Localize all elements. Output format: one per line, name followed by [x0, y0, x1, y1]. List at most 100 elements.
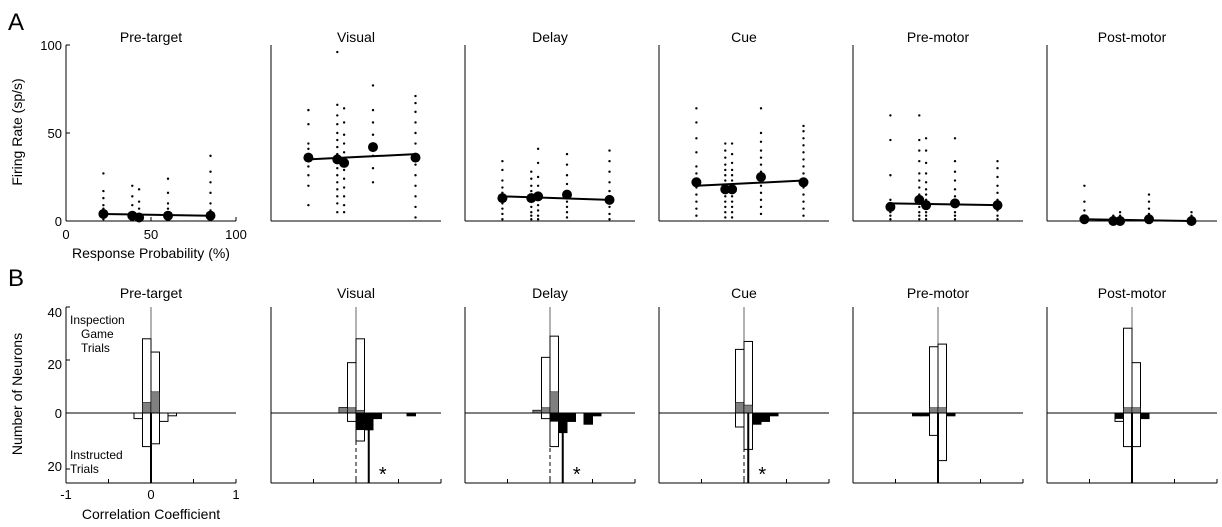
- trial-dot: [414, 174, 417, 177]
- trial-dot: [565, 163, 569, 166]
- panel-a-title: Delay: [532, 29, 568, 45]
- histogram-bar-inspection: [541, 356, 551, 414]
- trial-dot: [695, 200, 698, 203]
- trial-dot: [501, 207, 504, 210]
- mean-point: [1115, 216, 1126, 226]
- trial-dot: [209, 202, 212, 205]
- trial-dot: [924, 188, 928, 191]
- histogram-bar-instructed: [929, 412, 939, 436]
- trial-dot: [530, 211, 533, 214]
- trial-dot: [608, 212, 611, 216]
- trial-dot: [953, 214, 957, 217]
- trial-dot: [371, 181, 375, 184]
- trial-dot: [889, 174, 892, 177]
- trial-dot: [336, 211, 339, 214]
- trial-dot: [166, 177, 170, 180]
- mean-point: [1079, 214, 1090, 225]
- regression-line: [696, 179, 804, 187]
- trial-dot: [307, 174, 310, 177]
- histogram-bar-instructed: [1123, 412, 1133, 448]
- a-y-tick: 100: [40, 38, 62, 53]
- trial-dot: [759, 205, 763, 209]
- trial-dot: [996, 218, 999, 221]
- histogram-bar-inspection-significant: [347, 407, 357, 414]
- trial-dot: [501, 218, 504, 221]
- trial-dot: [307, 203, 310, 207]
- trial-dot: [565, 211, 569, 214]
- histogram-bar-instructed: [735, 412, 745, 428]
- trial-dot: [918, 149, 921, 152]
- trial-dot: [342, 142, 346, 145]
- trial-dot: [730, 216, 734, 219]
- trial-dot: [530, 170, 533, 173]
- histogram-bar-inspection-significant: [743, 404, 753, 414]
- trial-dot: [730, 205, 734, 209]
- trial-dot: [802, 144, 805, 147]
- panel-b-4: Cue *: [658, 285, 830, 486]
- histogram-bar-inspection-significant: [1123, 407, 1133, 414]
- trial-dot: [724, 163, 727, 166]
- trial-dot: [724, 211, 727, 214]
- trial-dot: [1147, 193, 1151, 196]
- trial-dot: [730, 168, 734, 172]
- panel-a-title: Pre-target: [120, 29, 182, 45]
- trial-dot: [730, 200, 734, 203]
- panel-b-1: Pre-target: [65, 285, 237, 484]
- histogram-bar-instructed: [159, 412, 169, 422]
- trial-dot: [1083, 184, 1086, 187]
- trial-dot: [536, 203, 540, 207]
- trial-dot: [336, 174, 339, 177]
- a-y-tick: 0: [55, 214, 62, 229]
- trial-dot: [759, 140, 763, 143]
- b-y-tick: 40: [48, 305, 62, 320]
- instructed-label-line2: Trials: [70, 462, 99, 476]
- trial-dot: [953, 179, 957, 182]
- trial-dot: [307, 184, 310, 187]
- b-y-axis-label: Number of Neurons: [9, 333, 25, 455]
- trial-dot: [918, 159, 921, 163]
- trial-dot: [889, 138, 892, 142]
- trial-dot: [102, 172, 105, 175]
- trial-dot: [209, 181, 212, 184]
- panel-b-5: Pre-motor: [852, 285, 1024, 484]
- trial-dot: [414, 94, 417, 98]
- trial-dot: [536, 214, 540, 217]
- trial-dot: [414, 195, 417, 198]
- trial-dot: [336, 123, 339, 126]
- trial-dot: [802, 158, 805, 161]
- panel-b-title: Visual: [337, 285, 375, 301]
- trial-dot: [802, 165, 805, 168]
- histogram-bar-inspection-significant: [937, 407, 947, 414]
- histogram-bar-inspection: [1123, 327, 1133, 414]
- trial-dot: [924, 172, 928, 175]
- histogram-bar-inspection: [743, 340, 753, 414]
- mean-point: [339, 157, 350, 168]
- trial-dot: [724, 205, 727, 209]
- trial-dot: [565, 174, 569, 177]
- trial-dot: [608, 170, 611, 173]
- trial-dot: [730, 179, 734, 182]
- histogram-bar-instructed-significant: [1114, 412, 1124, 419]
- trial-dot: [342, 203, 346, 207]
- mean-point: [756, 172, 766, 182]
- panel-a-title: Post-motor: [1098, 29, 1167, 45]
- trial-dot: [414, 184, 417, 187]
- panel-a-2: Visual: [270, 29, 441, 222]
- histogram-bar-instructed: [1131, 412, 1141, 448]
- trial-dot: [102, 203, 105, 207]
- mean-point: [1144, 214, 1154, 225]
- inspection-label-line2: Game: [81, 327, 114, 341]
- mean-point: [1186, 216, 1197, 226]
- panel-b-title: Pre-target: [120, 285, 182, 301]
- trial-dot: [695, 107, 698, 110]
- trial-dot: [889, 114, 892, 117]
- trial-dot: [371, 121, 375, 124]
- mean-point: [163, 210, 173, 221]
- trial-dot: [802, 172, 805, 175]
- trial-dot: [996, 191, 999, 195]
- trial-dot: [336, 188, 339, 191]
- trial-dot: [695, 137, 698, 140]
- trial-dot: [536, 184, 540, 187]
- a-y-axis-label: Firing Rate (sp/s): [9, 78, 25, 185]
- mean-point: [562, 189, 572, 200]
